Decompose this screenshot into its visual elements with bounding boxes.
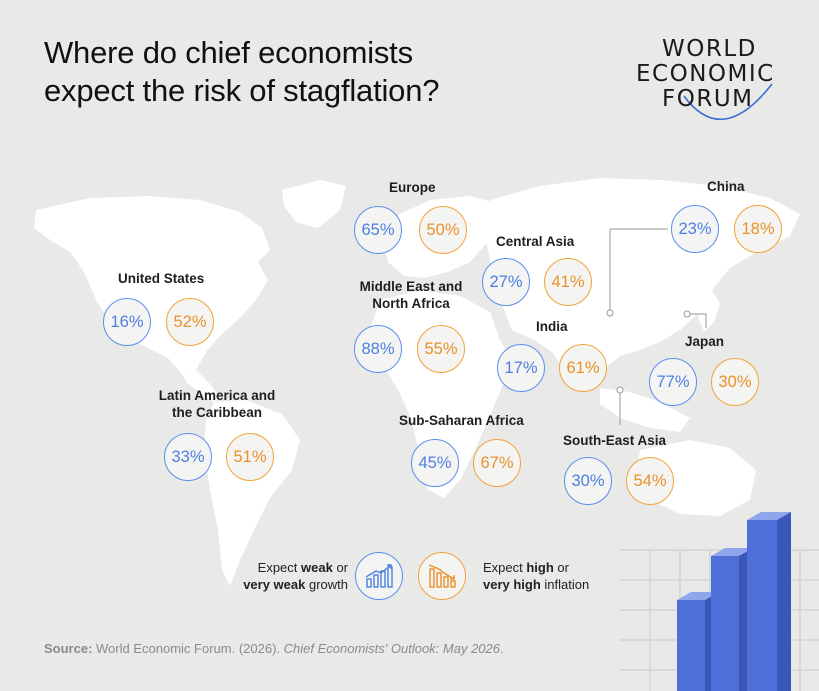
legend-inflation-circle (418, 552, 466, 600)
inflation-circle-central-asia: 41% (544, 258, 592, 306)
legend-inflation-text: Expect high or very high inflation (483, 559, 623, 593)
wef-logo: WORLD ECONOMIC FORUM (632, 36, 782, 136)
growth-circle-south-east-asia: 30% (564, 457, 612, 505)
legend-inflation-post: or (553, 560, 569, 575)
region-label-south-east-asia: South-East Asia (563, 433, 667, 448)
logo-line-1: WORLD (662, 36, 757, 62)
legend-inflation-line2: very high (483, 577, 541, 592)
inflation-circle-europe: 50% (419, 206, 467, 254)
region-label-india: India (536, 319, 568, 334)
decorative-bars (620, 512, 819, 691)
china-leader-dot (606, 309, 614, 317)
region-label-mena: Middle East and North Africa (359, 279, 463, 311)
region-label-china: China (707, 179, 745, 194)
growth-circle-europe: 65% (354, 206, 402, 254)
source-note: Source: World Economic Forum. (2026). Ch… (44, 641, 504, 656)
inflation-circle-latin-america: 51% (226, 433, 274, 481)
southeast-asia-shape (600, 388, 690, 432)
legend-growth-line2-post: growth (305, 577, 348, 592)
logo-arc-icon (683, 83, 773, 120)
asia-shape (486, 178, 800, 388)
legend-growth-post: or (332, 560, 348, 575)
legend-growth-circle (355, 552, 403, 600)
legend-growth-pre: Expect (257, 560, 302, 575)
legend-inflation-bold: high (526, 560, 554, 575)
inflation-circle-mena: 55% (417, 325, 465, 373)
source-title: Chief Economists' Outlook: May 2026 (283, 641, 500, 656)
inflation-circle-sub-saharan-africa: 67% (473, 439, 521, 487)
japan-leader-line (690, 313, 707, 328)
region-label-sub-saharan-africa: Sub-Saharan Africa (399, 413, 524, 428)
growth-circle-japan: 77% (649, 358, 697, 406)
growth-circle-india: 17% (497, 344, 545, 392)
inflation-bar-chart-icon (428, 564, 456, 588)
legend-growth-bold: weak (301, 560, 333, 575)
china-leader-line (609, 228, 668, 312)
region-label-united-states: United States (118, 271, 205, 286)
logo-line-3: FORUM (662, 86, 754, 112)
inflation-circle-united-states: 52% (166, 298, 214, 346)
title-line-2: expect the risk of stagflation? (44, 73, 440, 108)
japan-shape (698, 290, 720, 332)
source-end: . (500, 641, 504, 656)
title-line-1: Where do chief economists (44, 35, 413, 70)
legend-growth-line2: very weak (243, 577, 306, 592)
africa-shape (370, 290, 512, 498)
legend-growth-text: Expect weak or very weak growth (230, 559, 348, 593)
chart-title: Where do chief economists expect the ris… (44, 34, 564, 110)
growth-circle-sub-saharan-africa: 45% (411, 439, 459, 487)
logo-line-2: ECONOMIC (636, 61, 775, 87)
source-text: World Economic Forum. (2026). (92, 641, 284, 656)
decorative-bar-2 (711, 548, 753, 691)
greenland-shape (282, 180, 346, 228)
legend-inflation-line2-post: inflation (540, 577, 590, 592)
region-label-latin-america: Latin America and the Caribbean (158, 388, 276, 420)
growth-bar-chart-icon (365, 564, 393, 588)
decorative-bar-3 (747, 512, 791, 691)
source-label: Source: (44, 641, 93, 656)
inflation-circle-india: 61% (559, 344, 607, 392)
sea-leader-dot (616, 386, 624, 394)
japan-leader-dot (683, 310, 691, 318)
growth-circle-mena: 88% (354, 325, 402, 373)
region-label-japan: Japan (685, 334, 725, 349)
central-america-shape (180, 370, 220, 402)
inflation-circle-china: 18% (734, 205, 782, 253)
region-label-europe: Europe (389, 180, 436, 195)
inflation-circle-japan: 30% (711, 358, 759, 406)
region-label-central-asia: Central Asia (496, 234, 575, 249)
growth-circle-central-asia: 27% (482, 258, 530, 306)
inflation-circle-south-east-asia: 54% (626, 457, 674, 505)
growth-circle-latin-america: 33% (164, 433, 212, 481)
growth-circle-china: 23% (671, 205, 719, 253)
legend-inflation-pre: Expect (483, 560, 527, 575)
growth-circle-united-states: 16% (103, 298, 151, 346)
